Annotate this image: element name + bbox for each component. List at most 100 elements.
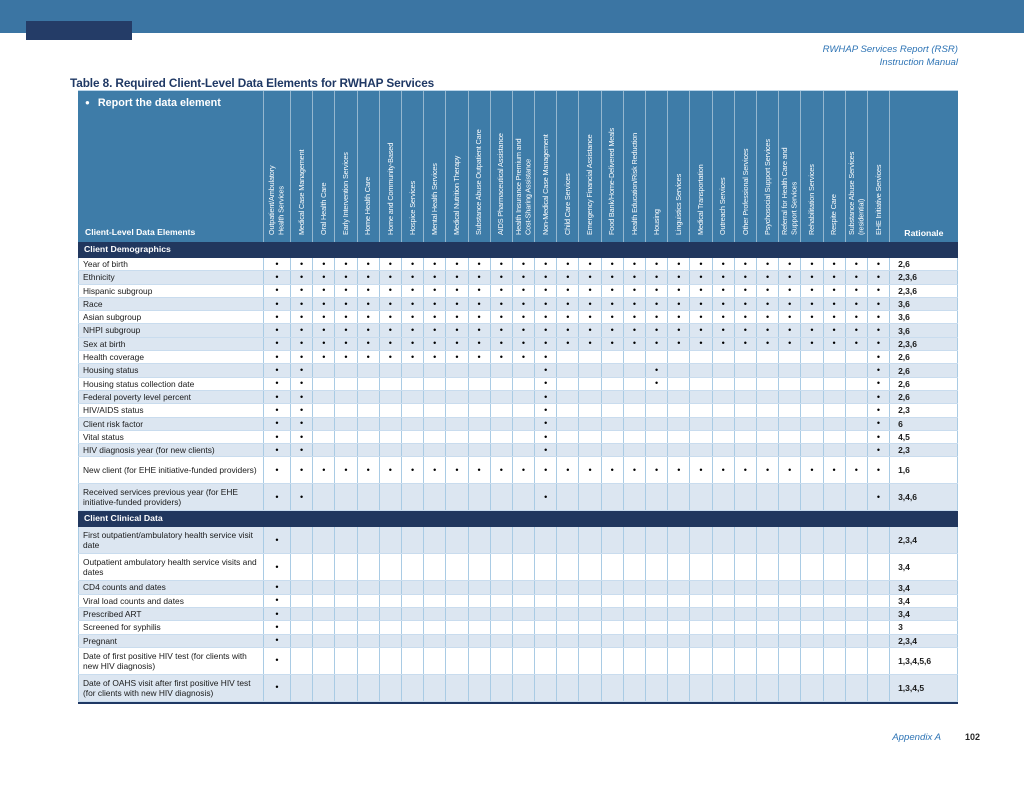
report-bullet: • [410,338,415,349]
bullet-cell [755,634,778,647]
bullet-cell: • [534,377,556,390]
report-bullet: • [544,378,548,389]
bullet-cell: • [423,297,445,311]
rationale-value: 2,3 [889,404,958,417]
bullet-cell [445,647,467,674]
bullet-cell [400,554,423,581]
bullet-cell: • [800,284,822,297]
bullet-cell: • [600,271,623,284]
report-bullet: • [876,418,881,429]
report-bullet: • [300,338,304,349]
bullet-cell: • [400,457,423,484]
report-bullet: • [477,271,481,282]
bullet-cell: • [689,258,711,271]
bullet-cell [489,377,512,390]
bullet-cell [667,674,689,701]
bullet-cell [711,390,734,404]
bullet-cell [622,390,645,404]
bullet-cell: • [556,457,578,484]
bullet-cell [534,581,556,594]
bullet-cell [622,594,645,608]
legend-bullet-icon: ● [85,98,90,107]
column-header: Emergency Financial Assistance [578,91,600,242]
bullet-cell [844,621,867,634]
bullet-cell: • [290,444,312,457]
bullet-cell [822,634,845,647]
report-bullet: • [477,325,481,336]
bullet-cell [667,608,689,621]
bullet-cell [400,417,423,430]
report-bullet: • [275,365,279,376]
bullet-cell [423,527,445,554]
bullet-cell [755,647,778,674]
report-bullet: • [743,311,747,322]
report-bullet: • [455,351,459,362]
bullet-cell: • [423,337,445,351]
report-bullet: • [366,298,370,309]
report-bullet: • [854,298,858,309]
bullet-cell [733,581,756,594]
bullet-cell [667,364,689,377]
bullet-cell: • [312,311,334,324]
bullet-cell [511,377,534,390]
bullet-cell [622,444,645,457]
bullet-cell: • [534,364,556,377]
bullet-cell [822,594,845,608]
bullet-cell: • [689,284,711,297]
page-footer: Appendix A 102 [78,732,980,743]
report-bullet: • [677,338,681,349]
bullet-cell [733,430,756,444]
bullet-cell [400,527,423,554]
report-bullet: • [566,464,570,475]
column-header: Housing [645,91,667,242]
report-bullet: • [366,325,370,336]
bullet-cell: • [312,337,334,351]
report-bullet: • [521,311,526,322]
bullet-cell [467,581,490,594]
bullet-cell [778,364,800,377]
bullet-cell [356,647,379,674]
bullet-cell [356,621,379,634]
row-label: CD4 counts and dates [78,581,263,594]
bullet-cell: • [689,297,711,311]
column-header: Oral Health Care [312,91,334,242]
bullet-cell [733,484,756,511]
bullet-cell [423,621,445,634]
bullet-cell [423,404,445,417]
bullet-cell: • [378,337,401,351]
table-row: Housing status collection date • • • • • 2,6 [78,377,958,391]
bullet-cell [511,554,534,581]
report-bullet: • [477,311,481,322]
report-bullet: • [743,285,747,296]
report-bullet: • [610,271,614,282]
bullet-cell: • [489,284,512,297]
bullet-cell [600,390,623,404]
bullet-cell: • [378,351,401,364]
bullet-cell: • [866,457,889,484]
report-bullet: • [366,271,370,282]
report-bullet: • [810,311,814,322]
bullet-cell: • [312,284,334,297]
bullet-cell: • [445,311,467,324]
bullet-cell [711,484,734,511]
bullet-cell: • [290,430,312,444]
rationale-value: 3,6 [889,297,958,311]
bullet-cell [356,527,379,554]
row-label: Race [78,297,263,311]
report-bullet: • [632,285,636,296]
bullet-cell [778,674,800,701]
bullet-cell: • [711,457,734,484]
bullet-cell [467,484,490,511]
bullet-cell [578,377,600,390]
report-bullet: • [521,351,526,362]
report-bullet: • [275,464,279,475]
bullet-cell [622,404,645,417]
bullet-cell [755,351,778,364]
bullet-cell [334,608,356,621]
table-row: Housing status • • • • • 2,6 [78,364,958,378]
bullet-cell [534,594,556,608]
bullet-cell [334,581,356,594]
banner-tab [26,21,132,40]
bullet-cell [578,581,600,594]
column-header-label: Mental Health Services [429,163,439,235]
